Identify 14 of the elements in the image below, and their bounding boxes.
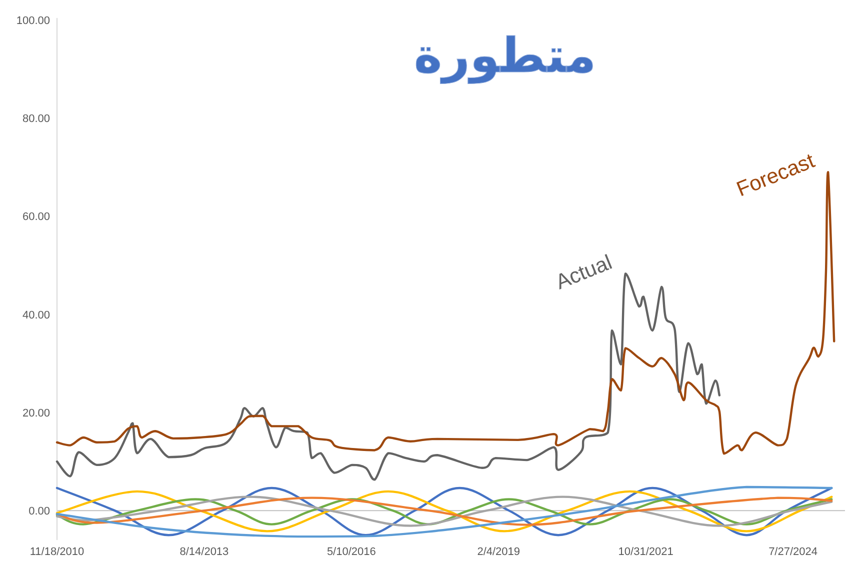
y-tick-label: 0.00 — [28, 506, 50, 518]
x-tick-label: 8/14/2013 — [180, 546, 229, 558]
x-tick-label: 10/31/2021 — [618, 546, 674, 558]
y-tick-label: 60.00 — [22, 211, 50, 224]
x-tick-label: 2/4/2019 — [477, 546, 520, 558]
chart-title: متطورة — [414, 28, 596, 84]
text: Actual — [552, 250, 616, 294]
y-tick-label: 80.00 — [22, 113, 50, 126]
x-tick-label: 5/10/2016 — [326, 546, 376, 558]
y-tick-label: 100.00 — [16, 15, 50, 27]
y-tick-label: 40.00 — [22, 309, 50, 322]
x-tick-label: 7/27/2024 — [768, 546, 818, 558]
x-tick-label: 11/18/2010 — [30, 546, 84, 558]
y-tick-label: 20.00 — [22, 407, 50, 420]
